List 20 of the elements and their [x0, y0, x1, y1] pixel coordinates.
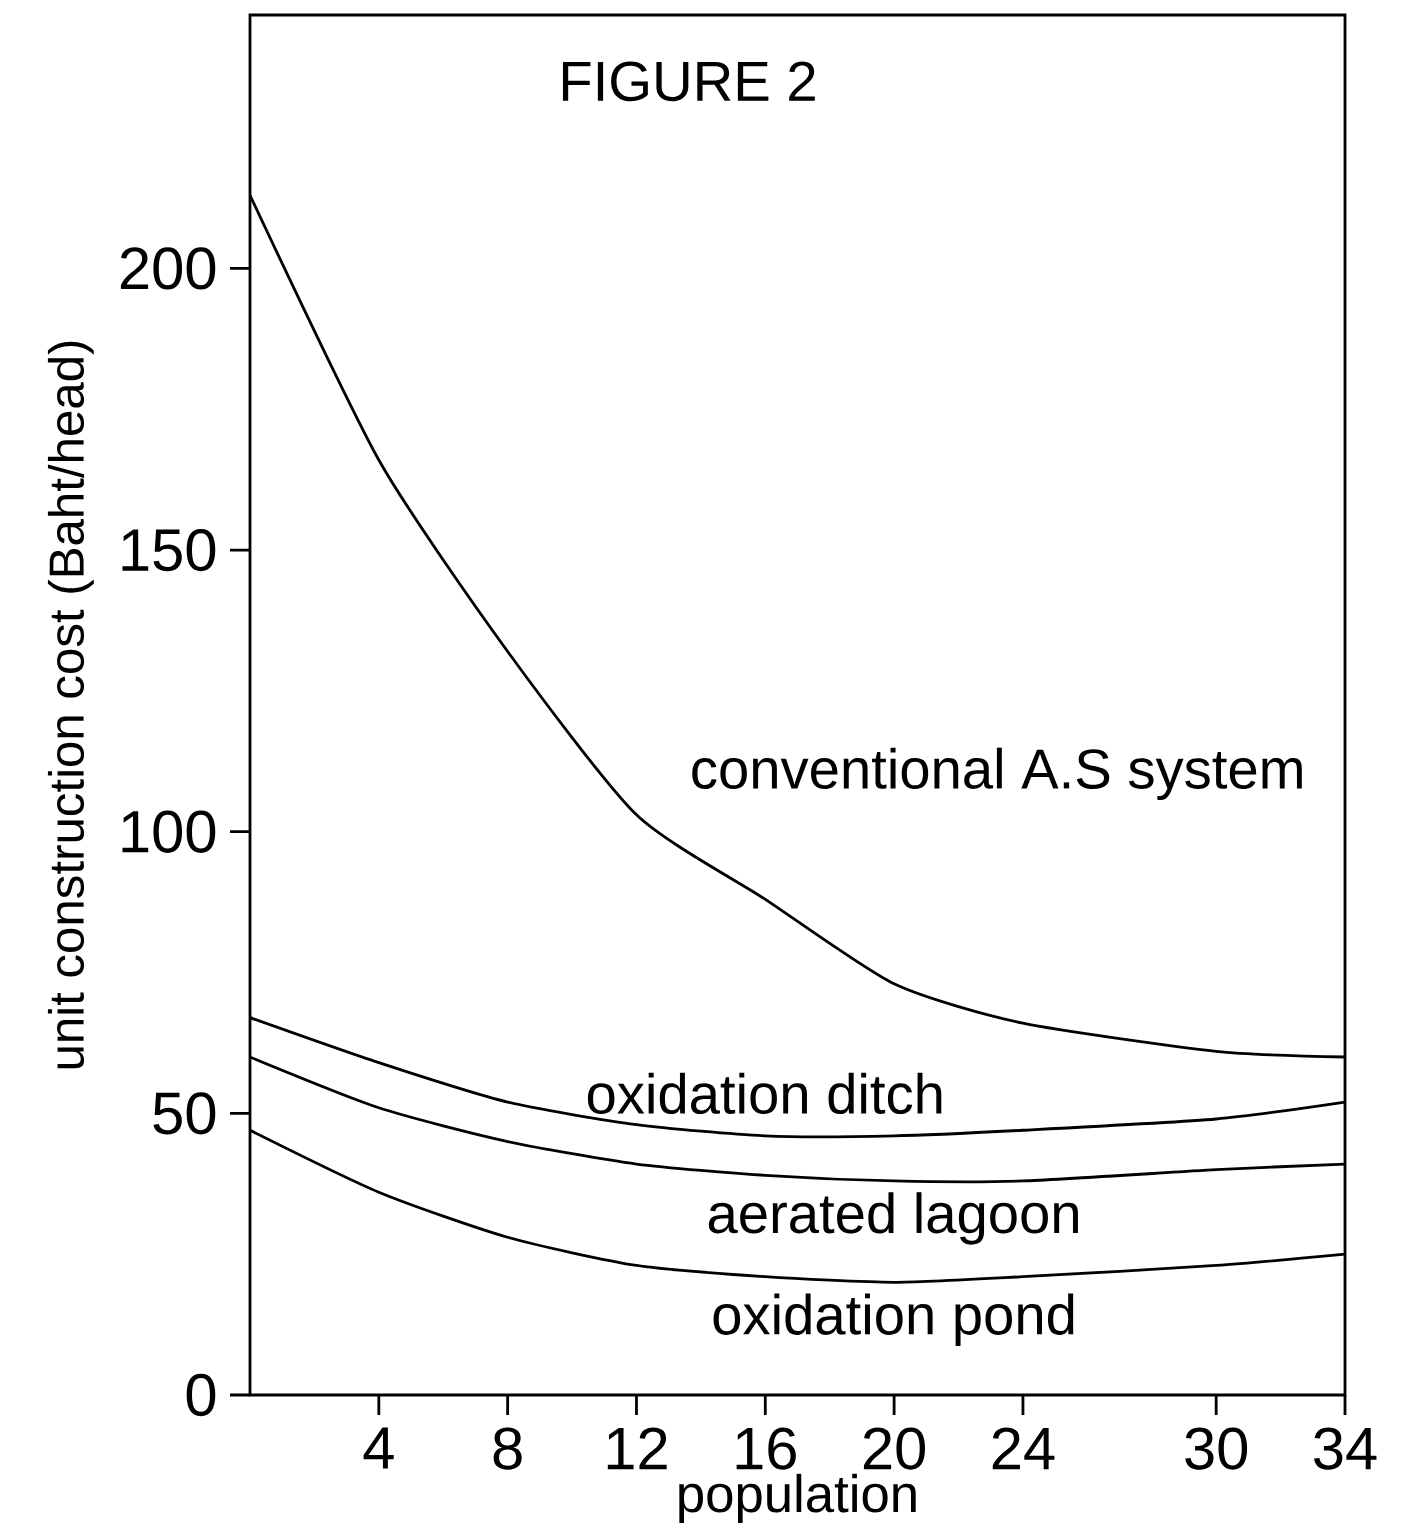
- series-label: aerated lagoon: [708, 1192, 1078, 1245]
- y-tick-label: 0: [186, 1373, 216, 1417]
- text: FIGURE 2: [562, 61, 815, 102]
- series-label: oxidation ditch: [587, 1072, 942, 1115]
- y-tick-label: 100: [122, 810, 216, 853]
- series-label: conventional A.S system: [692, 747, 1302, 801]
- y-tick-label: 50: [153, 1092, 216, 1135]
- x-tick-label: 24: [992, 1427, 1055, 1470]
- x-tick-label: 16: [736, 1427, 796, 1470]
- y-tick-label: 200: [120, 247, 216, 290]
- x-tick-label: 34: [1314, 1427, 1377, 1470]
- x-axis-title: population: [679, 1473, 916, 1523]
- y-tick-label: 150: [122, 528, 216, 572]
- x-tick-label: 12: [607, 1427, 667, 1470]
- y-axis-title: unit construction cost (Baht/head): [47, 341, 94, 1069]
- x-tick-label: 20: [863, 1427, 926, 1470]
- x-tick-label: 30: [1185, 1427, 1248, 1470]
- x-tick-label: 4: [363, 1427, 394, 1469]
- x-tick-label: 8: [493, 1427, 522, 1470]
- series-label: oxidation pond: [713, 1293, 1074, 1347]
